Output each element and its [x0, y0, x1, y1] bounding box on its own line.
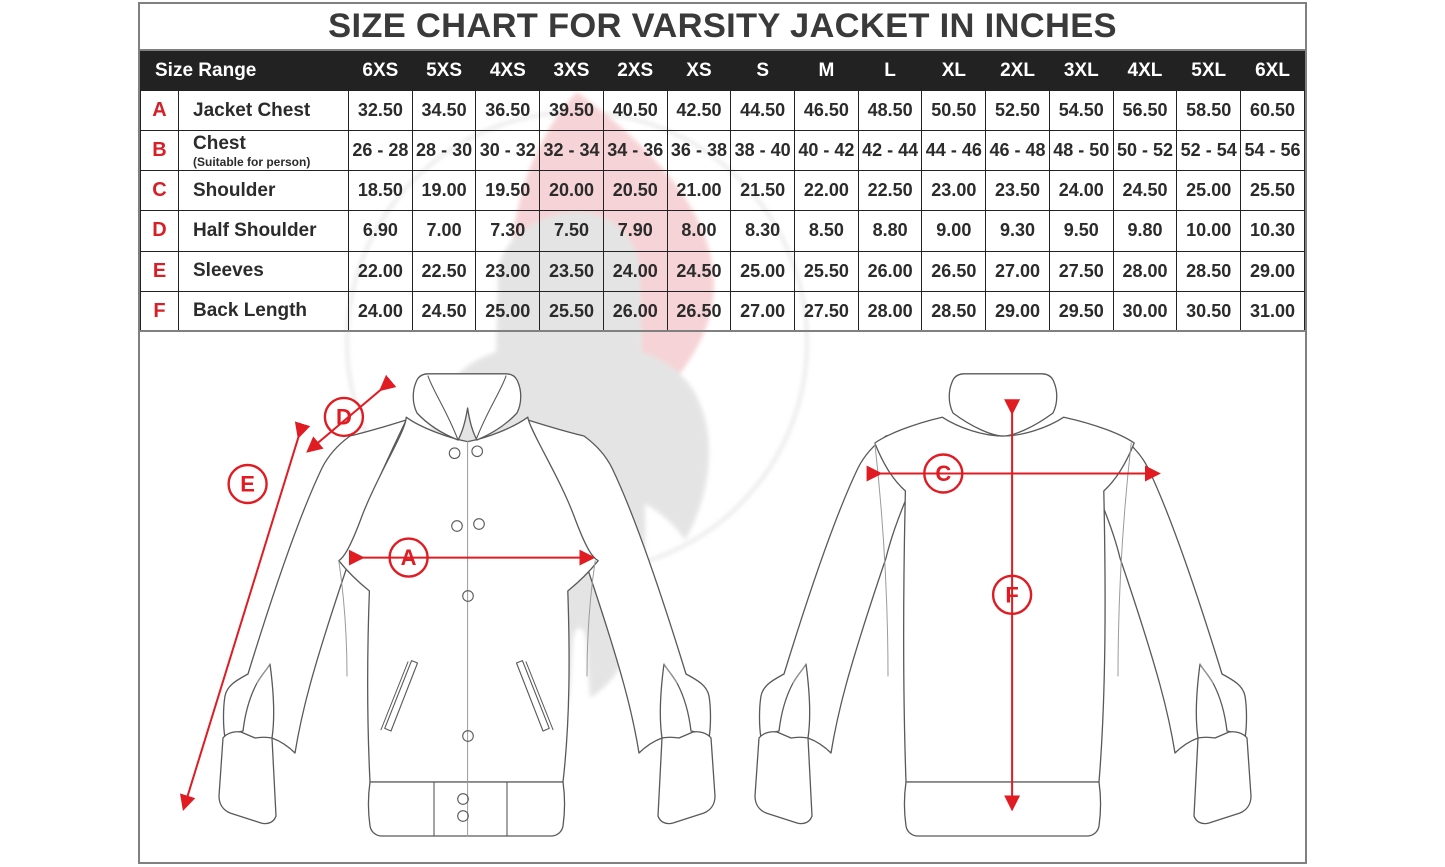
svg-text:D: D: [336, 405, 352, 430]
svg-text:F: F: [1005, 582, 1018, 607]
svg-text:A: A: [401, 545, 417, 570]
svg-text:E: E: [240, 472, 255, 497]
svg-text:C: C: [935, 461, 951, 486]
